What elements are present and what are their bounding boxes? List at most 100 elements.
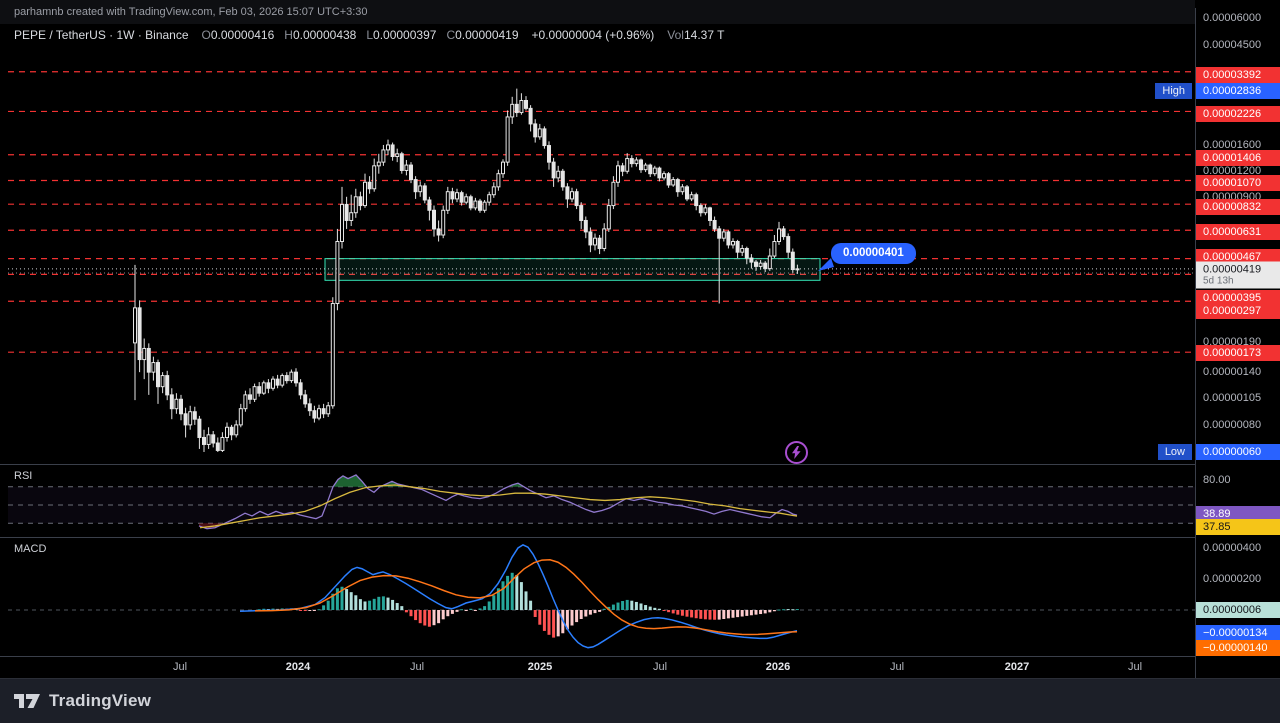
- candle: [160, 375, 165, 388]
- macd-histogram-bar: [432, 610, 436, 626]
- candle: [445, 191, 450, 211]
- time-axis-tick: Jul: [172, 661, 188, 673]
- candle: [703, 207, 708, 214]
- candle: [726, 231, 731, 246]
- candle: [165, 375, 170, 396]
- macd-histogram-bar: [667, 610, 671, 613]
- macd-histogram-bar: [391, 599, 395, 610]
- macd-histogram-bar: [690, 610, 694, 618]
- candle: [648, 164, 653, 175]
- macd-pane-label[interactable]: MACD: [14, 543, 47, 555]
- time-axis-tick: Jul: [1127, 661, 1143, 673]
- candle: [261, 382, 266, 394]
- candle: [717, 228, 722, 239]
- candle: [565, 186, 570, 200]
- price-axis[interactable]: 0.00006000 0.00004500 0.00001600 0.00001200…: [1195, 0, 1280, 678]
- macd-histogram-bar: [404, 610, 408, 613]
- candle: [395, 153, 400, 158]
- macd-histogram-bar: [579, 610, 583, 619]
- candle: [758, 262, 763, 267]
- macd-histogram-bar: [492, 595, 496, 610]
- rsi-pane-label[interactable]: RSI: [14, 470, 33, 482]
- tradingview-brand-text[interactable]: TradingView: [49, 691, 152, 710]
- candle: [376, 161, 381, 167]
- macd-histogram-bar: [524, 591, 528, 610]
- candle: [390, 144, 395, 158]
- candle: [625, 158, 630, 172]
- chart-panes-canvas[interactable]: [0, 24, 1195, 656]
- candle: [459, 192, 464, 203]
- macd-histogram-bar: [335, 588, 339, 610]
- candle: [519, 100, 524, 114]
- macd-histogram-bar: [588, 610, 592, 615]
- macd-histogram-bar: [515, 575, 519, 610]
- candle: [744, 247, 749, 259]
- macd-histogram-bar: [533, 610, 537, 617]
- candle: [685, 186, 689, 200]
- macd-histogram-bar: [487, 601, 491, 610]
- candle: [280, 375, 285, 386]
- macd-histogram-bar: [731, 610, 735, 618]
- macd-histogram-bar: [340, 586, 344, 610]
- attribution-text: parhamnb created with TradingView.com, F…: [14, 6, 368, 18]
- candle: [257, 386, 262, 394]
- candle: [436, 228, 441, 236]
- macd-histogram-bar: [694, 610, 698, 619]
- price-axis-label: 0.00000105: [1203, 392, 1262, 404]
- candle: [620, 165, 625, 172]
- candle: [146, 347, 151, 373]
- time-axis[interactable]: Jul 2024 Jul 2025 Jul 2026 Jul 2027 Jul: [0, 656, 1195, 678]
- macd-histogram-bar: [418, 610, 422, 624]
- alert-price-badge: 0.00000173: [1196, 345, 1280, 361]
- macd-histogram-bar: [519, 582, 523, 610]
- macd-histogram-bar: [501, 581, 505, 610]
- macd-histogram-bar: [395, 603, 399, 610]
- candle: [473, 200, 478, 209]
- candle: [404, 164, 409, 171]
- macd-histogram-bar: [322, 605, 326, 610]
- candle: [662, 173, 666, 179]
- candle: [206, 434, 211, 445]
- macd-histogram-bar: [331, 593, 335, 610]
- candle: [708, 207, 712, 221]
- candle: [312, 410, 317, 419]
- macd-histogram-bar: [377, 596, 381, 610]
- symbol-title[interactable]: PEPE / TetherUS · 1W · Binance: [14, 28, 189, 42]
- macd-histogram-bar: [703, 610, 707, 620]
- time-axis-tick: Jul: [652, 661, 668, 673]
- price-callout[interactable]: 0.00000401: [831, 243, 916, 264]
- low-tag: Low: [1157, 444, 1192, 460]
- price-axis-border: [1195, 8, 1196, 678]
- rsi-value-badge: 37.85: [1196, 519, 1280, 535]
- macd-histogram-bar: [782, 609, 786, 611]
- symbol-info-bar[interactable]: PEPE / TetherUS · 1W · Binance O0.000004…: [14, 27, 724, 43]
- price-axis-label: 0.00000140: [1203, 366, 1262, 378]
- candle: [372, 165, 377, 190]
- macd-histogram-bar: [423, 610, 427, 626]
- macd-histogram-bar: [607, 606, 611, 610]
- candle: [220, 436, 225, 451]
- candle: [399, 153, 404, 171]
- candle: [321, 408, 326, 415]
- macd-histogram-bar: [653, 607, 657, 610]
- candle: [142, 347, 147, 361]
- macd-histogram-bar: [326, 600, 330, 610]
- candle: [284, 375, 289, 382]
- candle: [652, 167, 657, 175]
- alert-price-badge: 0.00000832: [1196, 199, 1280, 215]
- lightning-boost-icon[interactable]: [785, 441, 808, 464]
- candle: [528, 107, 533, 125]
- candle: [712, 219, 717, 230]
- macd-histogram-bar: [506, 575, 510, 610]
- macd-histogram-bar: [749, 610, 753, 616]
- macd-histogram-bar: [473, 610, 477, 611]
- tradingview-logo-icon[interactable]: [14, 693, 40, 709]
- candle: [151, 362, 156, 373]
- candle: [551, 161, 556, 179]
- macd-histogram-bar: [736, 610, 740, 618]
- ohlc-token: C0.00000419: [446, 28, 519, 42]
- candle: [740, 247, 745, 253]
- candle: [795, 268, 800, 271]
- candle: [680, 186, 685, 193]
- macd-histogram-bar: [455, 610, 459, 612]
